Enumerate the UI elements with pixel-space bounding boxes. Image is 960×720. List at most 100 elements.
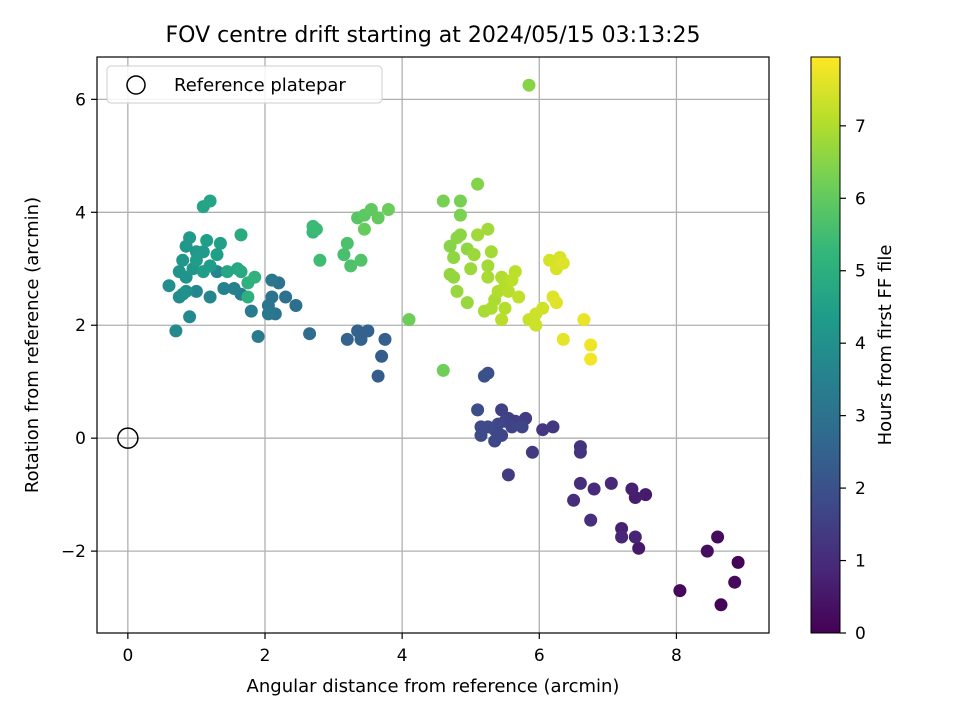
colorbar-tick-label: 3 (855, 407, 866, 427)
scatter-point (477, 369, 491, 383)
chart-title: FOV centre drift starting at 2024/05/15 … (166, 23, 701, 48)
colorbar-tick-label: 0 (855, 624, 866, 644)
scatter-point (203, 194, 217, 208)
scatter-point (615, 530, 629, 544)
y-tick-label: 2 (75, 316, 86, 336)
legend-label: Reference platepar (174, 75, 346, 96)
scatter-point (471, 403, 485, 417)
scatter-point (731, 555, 745, 569)
scatter-point (501, 284, 515, 298)
scatter-point (351, 324, 365, 338)
y-tick-label: 6 (75, 90, 86, 110)
colorbar-tick-label: 1 (855, 552, 866, 572)
scatter-point (402, 313, 416, 327)
scatter-point (584, 513, 598, 527)
colorbar-tick-label: 5 (855, 262, 866, 282)
scatter-point (584, 352, 598, 366)
plot-frame (96, 56, 770, 634)
colorbar-tick-label: 2 (855, 479, 866, 499)
scatter-point (604, 476, 618, 490)
colorbar-tick-label: 6 (855, 189, 866, 209)
scatter-point (481, 259, 495, 273)
scatter-point (354, 253, 368, 267)
scatter-point (220, 265, 234, 279)
colorbar-ticks: 0 1 2 3 4 5 6 7 (840, 117, 866, 644)
x-axis-label: Angular distance from reference (arcmin) (247, 676, 620, 697)
scatter-point (515, 420, 529, 434)
scatter-point (217, 282, 231, 295)
scatter-point (549, 296, 563, 310)
scatter-point (495, 313, 509, 327)
colorbar-label: Hours from first FF file (875, 245, 896, 446)
y-tick-label: 0 (75, 429, 86, 449)
x-tick-label: 4 (397, 646, 408, 666)
scatter-point (536, 301, 550, 315)
scatter-point (313, 253, 327, 267)
scatter-point (573, 476, 587, 490)
y-axis-label: Rotation from reference (arcmin) (22, 197, 43, 493)
scatter-point (577, 313, 591, 327)
scatter-point (176, 253, 190, 267)
colorbar: 0 1 2 3 4 5 6 7 Hours from first FF file (810, 56, 896, 644)
scatter-point (505, 420, 519, 434)
scatter-point (700, 544, 714, 558)
scatter-point (309, 222, 323, 236)
scatter-point (450, 284, 464, 298)
scatter-point (203, 259, 217, 273)
scatter-point (183, 310, 197, 324)
scatter-point (172, 265, 186, 279)
reference-point-marker (117, 427, 139, 449)
scatter-point (546, 420, 560, 434)
scatter-point (436, 194, 450, 208)
scatter-point (498, 301, 512, 315)
scatter-point (213, 236, 227, 250)
x-tick-label: 0 (122, 646, 133, 666)
scatter-point (567, 493, 581, 507)
colorbar-tick-label: 4 (855, 334, 866, 354)
scatter-point (378, 332, 392, 346)
scatter-point (495, 403, 509, 417)
scatter-point (467, 248, 481, 262)
x-axis-ticks: 0 2 4 6 8 (122, 633, 682, 666)
scatter-point (728, 575, 742, 589)
scatter-point (536, 423, 550, 437)
scatter-point (381, 203, 395, 216)
scatter-point (248, 270, 262, 284)
scatter-point (241, 290, 255, 304)
legend: Reference platepar (106, 65, 383, 104)
scatter-point (464, 262, 478, 276)
scatter-point (488, 434, 502, 448)
scatter-point (447, 270, 461, 284)
scatter-point (673, 584, 687, 598)
scatter-point (251, 330, 265, 343)
legend-marker (126, 75, 146, 95)
scatter-point (714, 598, 728, 612)
x-tick-label: 8 (671, 646, 682, 666)
scatter-point (625, 482, 639, 496)
scatter-point (189, 284, 203, 298)
scatter-point (584, 338, 598, 352)
reference-layer (117, 427, 139, 449)
scatter-point (471, 177, 485, 191)
grid-lines (97, 57, 769, 633)
scatter-point (453, 208, 467, 222)
scatter-point (556, 256, 570, 270)
scatter-point (210, 248, 224, 262)
scatter-point (474, 428, 488, 442)
colorbar-gradient (810, 56, 841, 634)
scatter-point (200, 234, 214, 247)
scatter-point (639, 488, 653, 502)
scatter-point (303, 327, 317, 341)
scatter-point (227, 282, 241, 295)
scatter-point (340, 332, 354, 346)
x-tick-label: 6 (534, 646, 545, 666)
scatter-point (453, 228, 467, 242)
scatter-point (522, 78, 536, 92)
scatter-point (525, 445, 539, 459)
scatter-point (375, 349, 389, 363)
scatter-point (179, 239, 193, 253)
scatter-point (632, 541, 646, 555)
scatter-point (279, 290, 293, 304)
scatter-point (357, 222, 371, 236)
